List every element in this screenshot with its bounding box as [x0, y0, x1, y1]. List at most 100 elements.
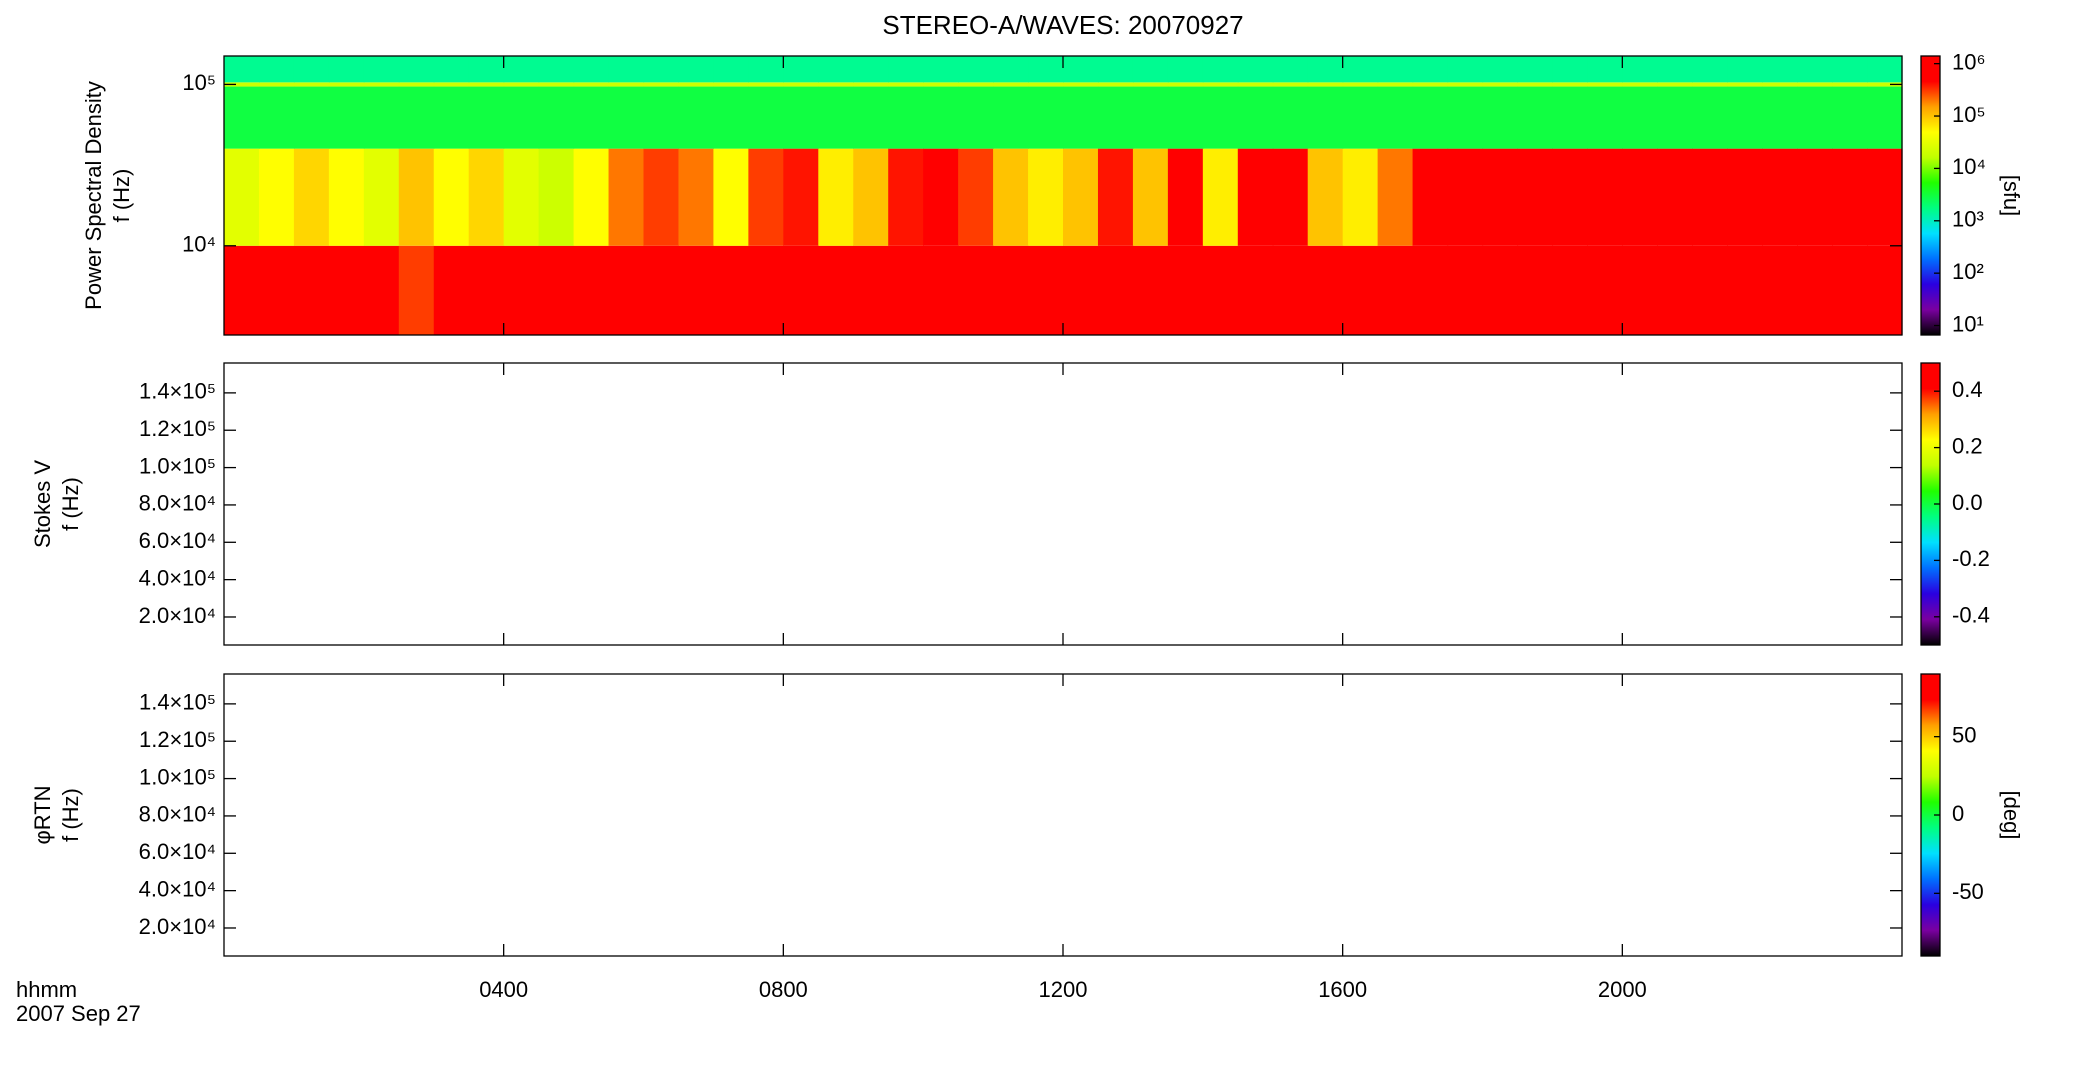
heatmap-cell — [433, 82, 470, 87]
heatmap-cell — [888, 148, 924, 246]
heatmap-cell — [1063, 56, 1099, 83]
heatmap-cell — [1063, 82, 1099, 87]
x-tick-label: 1600 — [1318, 977, 1367, 1002]
heatmap-cell — [398, 86, 435, 149]
heatmap-cell — [1692, 56, 1728, 83]
y-tick-label: 1.0×10⁵ — [139, 453, 216, 478]
heatmap-cell — [1832, 56, 1868, 83]
colorbar-tick-label: 50 — [1952, 722, 1976, 747]
heatmap-cell — [783, 82, 819, 87]
y-tick-label: 2.0×10⁴ — [139, 914, 216, 939]
heatmap-cell — [1063, 245, 1099, 335]
heatmap-cell — [1097, 148, 1134, 246]
heatmap-cell — [363, 86, 400, 149]
heatmap-cell — [678, 56, 715, 83]
y-tick-label: 1.2×10⁵ — [139, 727, 216, 752]
heatmap-cell — [573, 86, 610, 149]
heatmap-cell — [748, 56, 784, 83]
heatmap-cell — [713, 148, 749, 246]
heatmap-cell — [1762, 82, 1798, 87]
heatmap-cell — [1692, 86, 1728, 149]
heatmap-cell — [923, 56, 959, 83]
heatmap-cell — [993, 245, 1029, 335]
heatmap-cell — [713, 82, 749, 87]
heatmap-cell — [958, 86, 994, 149]
heatmap-cell — [363, 56, 400, 83]
heatmap-cell — [224, 56, 260, 83]
heatmap-cell — [1342, 245, 1379, 335]
heatmap-cell — [433, 56, 470, 83]
heatmap-cell — [713, 245, 749, 335]
heatmap-cell — [1482, 56, 1519, 83]
heatmap-cell — [643, 86, 680, 149]
heatmap-cell — [748, 82, 784, 87]
heatmap-cell — [958, 245, 994, 335]
heatmap-cell — [1307, 148, 1344, 246]
y-tick-label: 1.4×10⁵ — [139, 690, 216, 715]
heatmap-cell — [1762, 245, 1798, 335]
heatmap-cell — [888, 86, 924, 149]
heatmap-cell — [1272, 245, 1309, 335]
heatmap-cell — [1587, 82, 1623, 87]
heatmap-cell — [1342, 56, 1379, 83]
y-tick-label: 2.0×10⁴ — [139, 603, 216, 628]
heatmap-cell — [1622, 245, 1658, 335]
heatmap-cell — [398, 245, 435, 335]
heatmap-cell — [363, 148, 400, 246]
colorbar-tick-label: 10⁴ — [1952, 154, 1986, 179]
heatmap-cell — [888, 56, 924, 83]
heatmap-cell — [1482, 245, 1519, 335]
heatmap-cell — [538, 245, 575, 335]
heatmap-cell — [573, 82, 610, 87]
heatmap-cell — [433, 245, 470, 335]
heatmap-cell — [1028, 148, 1064, 246]
heatmap-cell — [468, 56, 505, 83]
heatmap-cell — [1657, 86, 1693, 149]
heatmap-cell — [293, 82, 330, 87]
heatmap-cell — [468, 245, 505, 335]
heatmap-cell — [1237, 56, 1274, 83]
y-axis-label: f (Hz) — [58, 477, 83, 531]
heatmap-cell — [1832, 245, 1868, 335]
colorbar-tick-label: 10⁵ — [1952, 102, 1986, 127]
heatmap-cell — [958, 56, 994, 83]
heatmap-cell — [1307, 245, 1344, 335]
heatmap-cell — [1657, 148, 1693, 246]
heatmap-cell — [1167, 148, 1204, 246]
y-tick-label: 1.0×10⁵ — [139, 764, 216, 789]
heatmap-cell — [1482, 82, 1519, 87]
heatmap-cell — [853, 148, 889, 246]
heatmap-cell — [818, 148, 854, 246]
heatmap-cell — [1412, 82, 1449, 87]
heatmap-cell — [1797, 245, 1833, 335]
heatmap-cell — [1622, 86, 1658, 149]
heatmap-cell — [1132, 245, 1169, 335]
colorbar-tick-label: -0.2 — [1952, 546, 1990, 571]
heatmap-cell — [538, 56, 575, 83]
heatmap-cell — [258, 148, 295, 246]
heatmap-cell — [293, 245, 330, 335]
heatmap-cell — [1727, 148, 1763, 246]
heatmap-cell — [258, 245, 295, 335]
heatmap-cell — [1063, 86, 1099, 149]
heatmap-cell — [1237, 148, 1274, 246]
heatmap-cell — [1167, 245, 1204, 335]
heatmap-cell — [258, 86, 295, 149]
colorbar-tick-label: 0.2 — [1952, 433, 1983, 458]
heatmap-cell — [1692, 245, 1728, 335]
y-tick-label: 6.0×10⁴ — [139, 839, 216, 864]
heatmap-cell — [993, 56, 1029, 83]
colorbar-tick-label: -0.4 — [1952, 603, 1990, 628]
heatmap-cell — [818, 82, 854, 87]
heatmap-cell — [1412, 245, 1449, 335]
heatmap-cell — [783, 148, 819, 246]
heatmap-cell — [608, 56, 645, 83]
x-axis-label: hhmm — [16, 977, 77, 1002]
y-axis-label: f (Hz) — [58, 788, 83, 842]
heatmap-cell — [1797, 86, 1833, 149]
x-axis-label: 2007 Sep 27 — [16, 1001, 141, 1026]
heatmap-cell — [1517, 148, 1554, 246]
heatmap-cell — [1447, 148, 1484, 246]
heatmap-cell — [1237, 82, 1274, 87]
heatmap-cell — [818, 245, 854, 335]
